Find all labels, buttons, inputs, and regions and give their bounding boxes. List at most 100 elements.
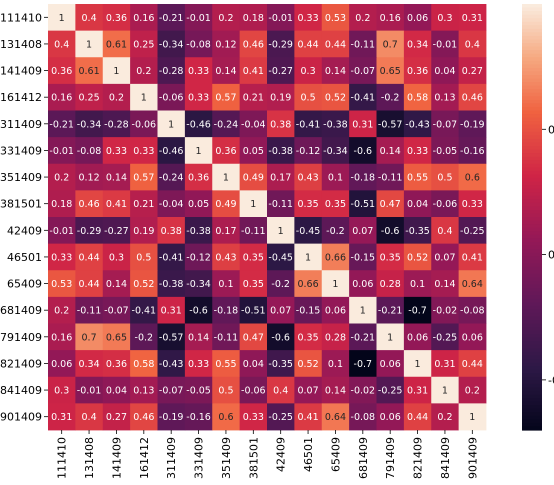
x-tick-label: 681409: [357, 437, 370, 479]
heatmap-cell: [75, 350, 104, 378]
colorbar-segment: [522, 366, 542, 371]
heatmap-cell: [157, 217, 186, 245]
cell-annotation: -0.11: [378, 173, 403, 184]
cell-annotation: 0.12: [78, 173, 99, 184]
colorbar-segment: [522, 359, 542, 364]
cell-annotation: -0.6: [189, 306, 208, 317]
heatmap-cell: [239, 296, 268, 324]
cell-annotation: 0.58: [407, 93, 428, 104]
colorbar-segment: [522, 305, 542, 310]
cell-annotation: 0.2: [355, 13, 370, 24]
cell-annotation: 0.5: [218, 386, 233, 397]
cell-annotation: 0.33: [243, 412, 264, 423]
colorbar-segment: [522, 348, 542, 353]
y-tick-label: 791409: [0, 331, 42, 344]
colorbar-segment: [522, 117, 542, 122]
cell-annotation: -0.27: [104, 226, 129, 237]
heatmap-cell: [157, 83, 186, 111]
heatmap-cell: [431, 403, 460, 431]
heatmap-cell: [431, 350, 460, 378]
colorbar-segment: [522, 390, 542, 396]
heatmap-cell: [458, 163, 487, 191]
cell-annotation: -0.25: [460, 226, 485, 237]
cell-annotation: 0.28: [325, 332, 346, 343]
cell-annotation: 0.25: [133, 39, 154, 50]
colorbar-segment: [522, 163, 542, 168]
colorbar-segment: [522, 185, 542, 190]
colorbar-segment: [522, 202, 542, 207]
cell-annotation: 0.2: [218, 13, 233, 24]
x-tick-label: 131408: [83, 437, 96, 479]
heatmap-cell: [102, 403, 131, 431]
cell-annotation: 0.44: [325, 39, 346, 50]
heatmap-cell: [349, 403, 377, 431]
cell-annotation: 0.3: [437, 13, 452, 24]
heatmap-cell: [157, 110, 186, 138]
heatmap-cell: [349, 376, 377, 404]
cell-annotation: -0.21: [159, 13, 184, 24]
heatmap-cell: [458, 217, 487, 245]
cell-annotation: -0.11: [241, 226, 266, 237]
cell-annotation: 0.2: [136, 66, 151, 77]
y-tick-label: 141409: [0, 65, 42, 78]
heatmap-cell: [267, 376, 295, 404]
heatmap-cell: [75, 163, 104, 191]
heatmap-cell: [102, 163, 131, 191]
cell-annotation: -0.07: [104, 306, 129, 317]
colorbar-segment: [522, 280, 542, 286]
heatmap-cell: [321, 376, 350, 404]
heatmap-cell: [458, 110, 487, 138]
heatmap-cell: [157, 350, 186, 378]
heatmap-cell: [75, 190, 104, 218]
heatmap-cell: [102, 57, 131, 85]
colorbar-segment: [522, 259, 542, 264]
colorbar-segment: [522, 266, 542, 271]
heatmap-cell: [102, 217, 131, 245]
x-tick-label: 901409: [466, 437, 479, 479]
cell-annotation: 0.33: [407, 146, 428, 157]
heatmap-cell: [321, 350, 350, 378]
cell-annotation: 0.46: [243, 39, 264, 50]
cell-annotation: -0.21: [378, 306, 403, 317]
cell-annotation: -0.57: [159, 332, 184, 343]
colorbar-segment: [522, 135, 542, 140]
heatmap-cell: [294, 4, 323, 32]
cell-annotation: 0.46: [133, 412, 154, 423]
heatmap-cell: [102, 137, 131, 165]
y-axis-ticks: 111410 131408 141409 161412 311409 331409 3514…: [0, 11, 48, 424]
cell-annotation: 0.44: [78, 279, 99, 290]
heatmap-cell: [403, 137, 432, 165]
heatmap-cell: [349, 30, 377, 58]
cell-annotation: -0.04: [159, 199, 184, 210]
cell-annotation: 0.61: [78, 66, 99, 77]
heatmap-cell: [294, 57, 323, 85]
x-tick-label: 791409: [384, 437, 397, 479]
cell-annotation: -0.01: [186, 13, 211, 24]
heatmap-cell: [458, 243, 487, 271]
cell-annotation: -0.7: [408, 306, 427, 317]
cell-annotation: 0.13: [133, 386, 154, 397]
heatmap-cell: [48, 350, 76, 378]
cell-annotation: 0.49: [243, 173, 264, 184]
colorbar-segment: [522, 11, 542, 16]
cell-annotation: -0.28: [104, 119, 129, 130]
heatmap-cell: [376, 57, 405, 85]
cell-annotation: 0.3: [54, 386, 69, 397]
cell-annotation: 0.2: [54, 173, 69, 184]
heatmap-cell: [458, 350, 487, 378]
cell-annotation: 0.19: [133, 226, 154, 237]
colorbar-segment: [522, 67, 542, 73]
cell-annotation: 1: [387, 332, 393, 343]
cell-annotation: 0.6: [465, 173, 480, 184]
colorbar-segment: [522, 106, 542, 112]
heatmap-cell: [239, 403, 268, 431]
cell-annotation: -0.06: [433, 199, 458, 210]
heatmap-cell: [48, 376, 76, 404]
x-tick-label: 351409: [220, 437, 233, 479]
colorbar-segment: [522, 131, 542, 136]
cell-annotation: 0.33: [462, 199, 483, 210]
colorbar-segment: [522, 415, 542, 420]
colorbar-segment: [522, 4, 542, 9]
cell-annotation: 0.31: [434, 359, 455, 370]
cell-annotation: -0.2: [135, 332, 154, 343]
